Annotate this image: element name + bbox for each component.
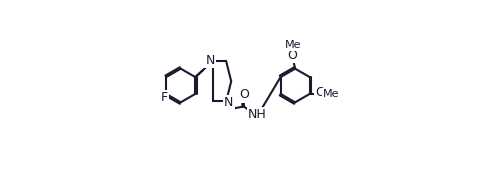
Text: N: N: [206, 54, 215, 67]
Text: NH: NH: [248, 108, 267, 121]
Text: Me: Me: [323, 89, 340, 99]
Text: N: N: [224, 96, 233, 109]
Text: O: O: [240, 88, 249, 101]
Text: Me: Me: [285, 40, 301, 50]
Text: F: F: [161, 91, 168, 104]
Text: O: O: [315, 86, 325, 99]
Text: O: O: [288, 49, 298, 62]
